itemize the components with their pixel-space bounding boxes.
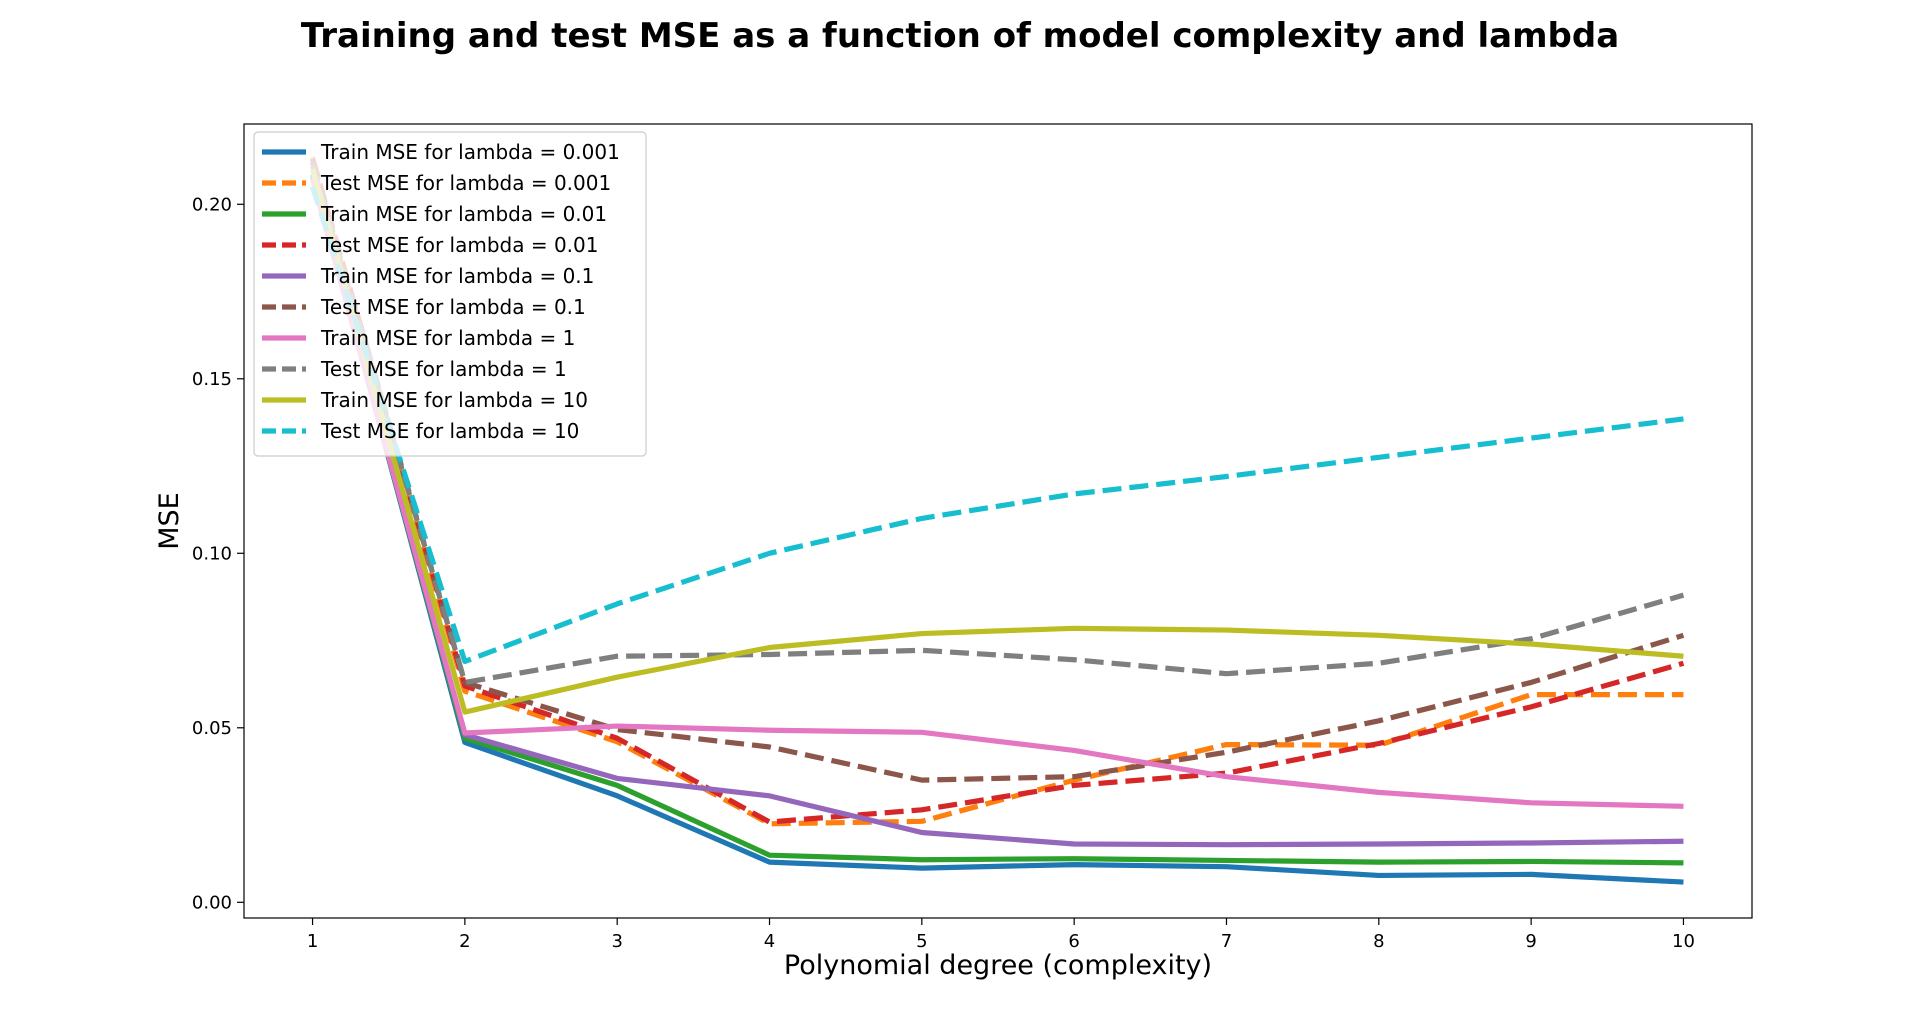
y-tick-label: 0.00 [192, 892, 232, 913]
series-line-7 [310, 179, 1684, 809]
legend-label: Test MSE for lambda = 0.001 [320, 171, 611, 195]
legend-label: Test MSE for lambda = 0.1 [320, 295, 586, 319]
y-axis-label: MSE [154, 492, 185, 550]
series-line-9 [310, 168, 1684, 715]
x-tick-label: 6 [1068, 931, 1079, 952]
x-tick-label: 3 [611, 931, 622, 952]
y-tick-label: 0.20 [192, 194, 232, 215]
x-tick-label: 9 [1525, 931, 1536, 952]
x-tick-label: 10 [1672, 931, 1695, 952]
y-tick-label: 0.05 [192, 718, 232, 739]
legend-label: Test MSE for lambda = 10 [320, 419, 579, 443]
x-tick-label: 4 [764, 931, 775, 952]
series-line-1 [310, 173, 1684, 885]
legend-label: Train MSE for lambda = 0.01 [320, 202, 607, 226]
y-tick-label: 0.10 [192, 543, 232, 564]
legend-label: Test MSE for lambda = 0.01 [320, 233, 599, 257]
plot-frame [243, 123, 1753, 919]
x-tick-label: 1 [307, 931, 318, 952]
x-axis: 1 2 3 4 5 6 7 8 9 10 [307, 918, 1695, 952]
x-tick-label: 2 [459, 931, 470, 952]
x-tick-label: 7 [1221, 931, 1232, 952]
x-tick-label: 5 [916, 931, 927, 952]
plot-lines [310, 156, 1685, 885]
y-tick-label: 0.15 [192, 369, 232, 390]
legend: Train MSE for lambda = 0.001 Test MSE for… [253, 131, 647, 457]
legend-label: Train MSE for lambda = 0.1 [320, 264, 594, 288]
series-line-4 [310, 158, 1685, 825]
series-line-5 [310, 177, 1684, 848]
legend-label: Train MSE for lambda = 1 [320, 326, 575, 350]
x-axis-label: Polynomial degree (complexity) [784, 950, 1212, 981]
x-tick-label: 8 [1373, 931, 1384, 952]
series-line-2 [310, 156, 1684, 827]
y-axis: 0.00 0.05 0.10 0.15 0.20 [192, 194, 244, 913]
series-line-6 [310, 161, 1685, 783]
legend-label: Test MSE for lambda = 1 [320, 357, 567, 381]
series-line-3 [310, 175, 1684, 866]
series-line-10 [310, 186, 1684, 665]
legend-label: Train MSE for lambda = 0.001 [320, 140, 620, 164]
legend-label: Train MSE for lambda = 10 [320, 388, 588, 412]
legend-box [253, 131, 647, 457]
chart-title: Training and test MSE as a function of m… [301, 16, 1619, 56]
